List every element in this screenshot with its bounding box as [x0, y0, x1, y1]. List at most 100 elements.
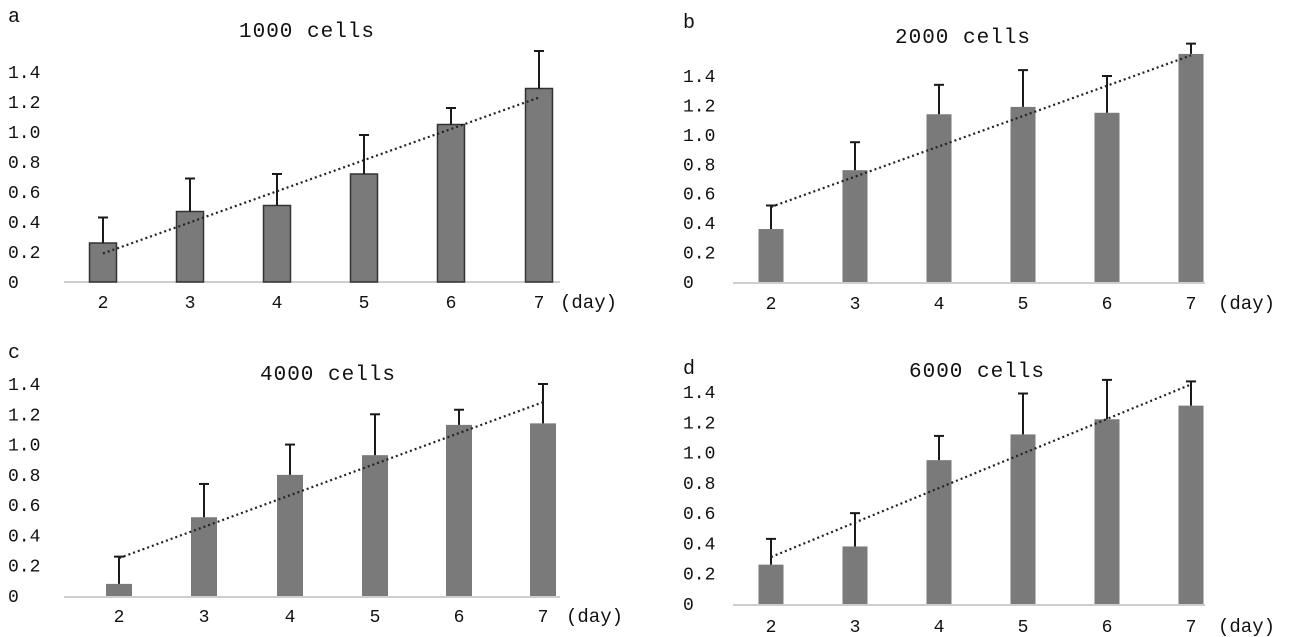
y-tick-label: 0.6	[8, 497, 40, 517]
bar	[1094, 112, 1120, 283]
y-tick-label: 0.4	[8, 214, 40, 234]
x-tick-label: 5	[370, 608, 381, 628]
y-tick-label: 1.0	[683, 127, 715, 147]
x-tick-label: 7	[534, 294, 545, 314]
x-axis-unit: (day)	[1218, 616, 1275, 637]
y-tick-label: 1.4	[683, 384, 715, 404]
y-tick-label: 0.6	[683, 186, 715, 206]
trendline	[118, 401, 544, 560]
x-tick-label: 2	[114, 608, 125, 628]
y-tick-label: 0.4	[683, 535, 715, 555]
x-axis-unit: (day)	[566, 606, 623, 628]
y-tick-label: 0	[8, 274, 19, 294]
trendline	[770, 54, 1192, 208]
x-tick-label: 6	[454, 608, 465, 628]
y-tick-label: 0.4	[683, 215, 715, 235]
x-tick-label: 4	[934, 618, 945, 637]
chart-title: 2000 cells	[895, 27, 1031, 50]
chart-title: 1000 cells	[239, 21, 375, 44]
y-tick-label: 1.2	[683, 414, 715, 434]
y-tick-label: 0	[683, 596, 694, 616]
panel-letter: b	[683, 12, 695, 35]
x-tick-label: 6	[1102, 295, 1113, 315]
trendline	[770, 383, 1192, 559]
bar	[524, 87, 554, 283]
bar	[277, 474, 303, 596]
x-tick-label: 5	[1018, 295, 1029, 315]
y-tick-label: 0	[8, 588, 19, 608]
y-tick-label: 0.2	[8, 244, 40, 264]
x-tick-label: 4	[285, 608, 296, 628]
bar	[1010, 434, 1036, 604]
x-tick-label: 5	[1018, 618, 1029, 637]
y-tick-label: 0.8	[683, 156, 715, 176]
bar	[446, 424, 472, 596]
bar	[106, 583, 132, 596]
bar	[842, 546, 868, 604]
bar	[842, 170, 868, 282]
panel-letter: a	[8, 6, 20, 29]
bar	[926, 460, 952, 604]
y-tick-label: 1.4	[8, 64, 40, 84]
y-tick-label: 1.2	[8, 406, 40, 426]
x-tick-label: 6	[446, 294, 457, 314]
y-tick-label: 1.2	[683, 97, 715, 117]
chart-panel-c: c 4000 cells 0 0.2 0.4 0.6 0.8 1.0 1.2 1.4 2 3 4 5 6 7 (…	[8, 342, 623, 628]
chart-panel-b: b 2000 cells 0 0.2 0.4 0.6 0.8 1.0 1.2 1.4 2 3 4 5 6 7 (…	[683, 12, 1275, 315]
panel-letter: d	[683, 358, 695, 381]
x-tick-label: 3	[850, 295, 861, 315]
x-tick-label: 2	[766, 295, 777, 315]
bar	[1094, 419, 1120, 604]
y-tick-label: 0.8	[8, 467, 40, 487]
x-tick-label: 7	[1186, 295, 1197, 315]
y-tick-label: 1.2	[8, 94, 40, 114]
y-tick-label: 0.8	[683, 475, 715, 495]
x-tick-label: 2	[766, 618, 777, 637]
y-tick-label: 0.6	[683, 505, 715, 525]
panel-letter: c	[8, 342, 20, 365]
y-tick-label: 1.0	[683, 445, 715, 465]
y-tick-label: 0.2	[683, 566, 715, 586]
y-tick-label: 0.8	[8, 154, 40, 174]
chart-panel-a: a 1000 cells 0 0.2 0.4 0.6 0.8 1.0 1.2 1.4 2 3 4 5 6 7 (…	[8, 6, 617, 314]
bar	[362, 455, 388, 596]
y-tick-label: 1.4	[8, 376, 40, 396]
bar	[88, 242, 118, 283]
chart-title: 6000 cells	[909, 361, 1045, 384]
chart-panel-d: d 6000 cells 0 0.2 0.4 0.6 0.8 1.0 1.2 1.4 2 3 4 5 6 7 (…	[683, 358, 1275, 637]
trendline	[102, 96, 540, 255]
y-tick-label: 1.0	[8, 437, 40, 457]
chart-title: 4000 cells	[260, 364, 396, 387]
bar	[1178, 53, 1204, 282]
x-axis-unit: (day)	[560, 292, 617, 314]
y-tick-label: 0.2	[8, 558, 40, 578]
y-tick-label: 0	[683, 274, 694, 294]
bar	[349, 173, 379, 283]
x-tick-label: 3	[199, 608, 210, 628]
bar	[1178, 405, 1204, 604]
x-tick-label: 3	[185, 294, 196, 314]
bar	[758, 229, 784, 282]
y-tick-label: 1.0	[8, 124, 40, 144]
bar	[758, 564, 784, 604]
y-tick-label: 1.4	[683, 68, 715, 88]
bar	[436, 123, 466, 283]
bar	[926, 114, 952, 282]
x-tick-label: 4	[934, 295, 945, 315]
x-tick-label: 4	[272, 294, 283, 314]
x-tick-label: 5	[359, 294, 370, 314]
bar	[1010, 106, 1036, 283]
x-tick-label: 7	[1186, 618, 1197, 637]
x-tick-label: 2	[98, 294, 109, 314]
bar	[175, 210, 205, 283]
bar	[262, 204, 292, 283]
x-axis-unit: (day)	[1218, 293, 1275, 315]
x-tick-label: 6	[1102, 618, 1113, 637]
y-tick-label: 0.4	[8, 527, 40, 547]
x-tick-label: 3	[850, 618, 861, 637]
y-tick-label: 0.2	[683, 245, 715, 265]
bar	[530, 423, 556, 596]
y-tick-label: 0.6	[8, 184, 40, 204]
x-tick-label: 7	[538, 608, 549, 628]
